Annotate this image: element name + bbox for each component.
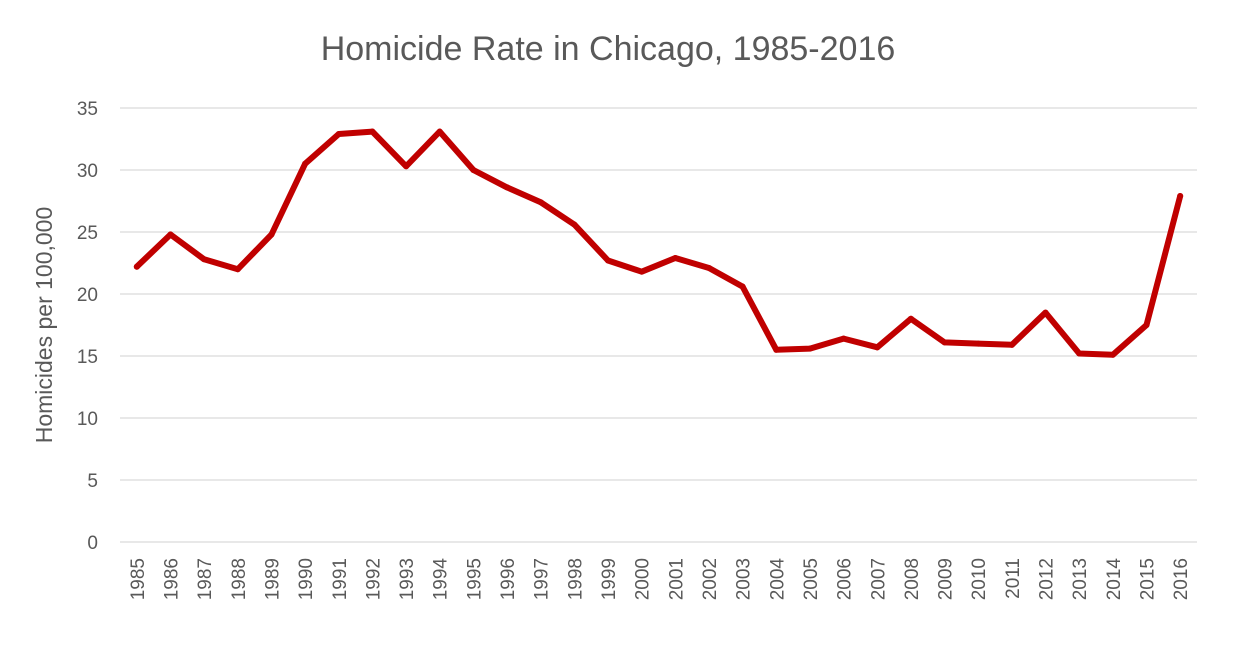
- x-tick-label: 1999: [599, 558, 620, 600]
- data-point-1985: [133, 263, 140, 270]
- y-tick-label: 0: [87, 533, 98, 554]
- x-tick-label: 2013: [1070, 558, 1091, 600]
- data-point-1990: [302, 160, 309, 167]
- x-tick-label: 2010: [969, 558, 990, 600]
- x-tick-label: 2011: [1003, 558, 1024, 599]
- series-line-0: [133, 128, 1184, 358]
- chart-title: Homicide Rate in Chicago, 1985-2016: [321, 30, 896, 68]
- x-tick-label: 1987: [195, 558, 216, 600]
- data-point-2003: [739, 283, 746, 290]
- data-point-2012: [1042, 309, 1049, 316]
- y-tick-label: 15: [77, 347, 98, 368]
- data-point-1999: [605, 257, 612, 264]
- x-tick-label: 1990: [296, 558, 317, 600]
- y-tick-label: 10: [77, 409, 98, 430]
- data-point-2013: [1076, 350, 1083, 357]
- x-tick-label: 2015: [1138, 558, 1159, 600]
- data-point-2004: [773, 346, 780, 353]
- x-tick-label: 2000: [633, 558, 654, 600]
- x-tick-label: 2012: [1037, 558, 1058, 600]
- data-point-2010: [975, 340, 982, 347]
- x-tick-label: 1994: [431, 558, 452, 601]
- x-tick-label: 1988: [229, 558, 250, 600]
- y-tick-label: 20: [77, 285, 98, 306]
- x-tick-label: 2002: [700, 558, 721, 600]
- x-tick-label: 1996: [498, 558, 519, 600]
- data-point-1994: [436, 128, 443, 135]
- y-tick-label: 5: [87, 471, 98, 492]
- x-tick-label: 2004: [767, 558, 788, 601]
- data-point-1995: [470, 167, 477, 173]
- data-point-1988: [234, 266, 241, 273]
- data-point-2002: [705, 264, 712, 271]
- data-point-1987: [201, 256, 208, 263]
- data-point-1986: [167, 231, 174, 238]
- series-layer: [133, 128, 1184, 358]
- x-tick-label: 1998: [565, 558, 586, 600]
- data-point-2014: [1109, 351, 1116, 358]
- x-tick-label: 2003: [734, 558, 755, 600]
- x-tick-label: 1995: [464, 558, 485, 600]
- x-tick-label: 2005: [801, 558, 822, 600]
- data-point-2016: [1177, 193, 1184, 200]
- x-tick-label: 1989: [262, 558, 283, 600]
- data-point-1998: [571, 221, 578, 228]
- x-tick-label: 1985: [128, 558, 149, 600]
- data-point-2001: [672, 255, 679, 262]
- data-point-1991: [335, 131, 342, 138]
- x-tick-label: 2007: [868, 558, 889, 600]
- data-point-1992: [369, 128, 376, 135]
- y-axis-label: Homicides per 100,000: [31, 207, 57, 444]
- x-tick-label: 2008: [902, 558, 923, 600]
- data-point-2006: [840, 335, 847, 342]
- x-tick-label: 1986: [161, 558, 182, 600]
- x-tick-label: 2016: [1171, 558, 1192, 600]
- x-tick-label: 1991: [330, 558, 351, 600]
- data-point-2007: [874, 344, 881, 351]
- data-point-2008: [907, 315, 914, 322]
- x-axis-ticks: 1985 1986 1987 1988 1989 1990 1991 1992 1993 1994…: [128, 558, 1192, 601]
- data-point-2005: [806, 345, 813, 352]
- x-tick-label: 2001: [666, 558, 687, 600]
- y-axis-ticks: 0 5 10 15 20 25 30 35: [77, 99, 98, 554]
- y-tick-label: 30: [77, 161, 98, 182]
- y-tick-label: 25: [77, 223, 98, 244]
- y-tick-label: 35: [77, 99, 98, 120]
- x-tick-label: 2006: [835, 558, 856, 600]
- data-point-1997: [537, 199, 544, 206]
- data-point-1993: [403, 163, 410, 170]
- data-point-2011: [1008, 341, 1015, 348]
- x-tick-label: 2009: [936, 558, 957, 600]
- data-point-1989: [268, 231, 275, 238]
- data-point-2000: [638, 268, 645, 275]
- data-point-2015: [1143, 322, 1150, 328]
- x-tick-label: 2014: [1104, 558, 1125, 601]
- data-point-1996: [504, 184, 511, 191]
- x-tick-label: 1997: [532, 558, 553, 600]
- x-tick-label: 1992: [363, 558, 384, 600]
- x-tick-label: 1993: [397, 558, 418, 600]
- data-point-2009: [941, 339, 948, 346]
